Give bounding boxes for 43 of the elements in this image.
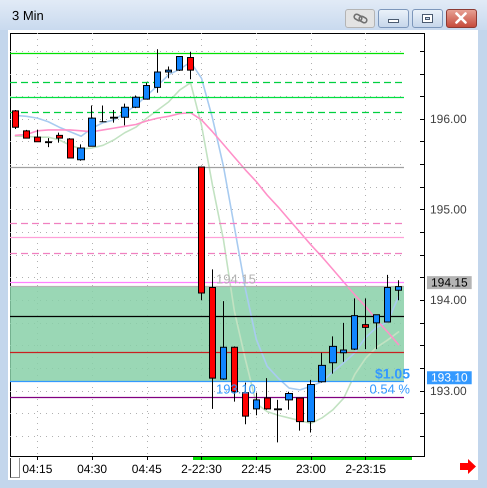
candlestick — [88, 104, 96, 147]
x-tick-label: 04:45 — [132, 462, 162, 476]
candlestick — [264, 378, 271, 410]
candlestick — [340, 322, 347, 362]
candlestick — [121, 103, 129, 126]
candlestick — [154, 48, 161, 94]
candlestick — [198, 166, 205, 301]
x-tick-label: 22:45 — [241, 462, 272, 476]
candlestick — [176, 56, 183, 72]
y-tick-label: 193.00 — [430, 384, 468, 398]
x-tick-label: 04:30 — [77, 462, 108, 476]
y-tick-label: 194.00 — [430, 293, 468, 308]
annotation: 0.54 % — [370, 382, 410, 397]
candlestick — [143, 82, 150, 100]
y-tick-label: 195.00 — [430, 202, 468, 217]
candlestick — [285, 391, 293, 410]
ref-line-label: 193.10 — [431, 370, 468, 385]
y-tick-label: 196.00 — [430, 112, 468, 126]
ref-line-label: 194.15 — [431, 276, 468, 290]
candlestick — [253, 392, 260, 416]
candlestick — [77, 144, 85, 162]
candlestick — [318, 352, 326, 384]
line-series — [14, 112, 400, 346]
x-tick-label: 2-23:15 — [345, 462, 386, 476]
candlestick — [274, 399, 282, 443]
candlestick — [67, 138, 74, 158]
candlestick — [110, 109, 118, 124]
candlestick — [395, 280, 402, 301]
candlestick — [45, 138, 52, 148]
candlestick — [99, 104, 107, 122]
candlestick — [307, 379, 315, 433]
candlestick — [329, 336, 337, 374]
chart-title: 3 Min — [12, 8, 44, 24]
candlestick — [34, 129, 41, 142]
candlestick — [132, 95, 140, 109]
candlestick — [56, 132, 63, 144]
candlestick — [296, 398, 304, 432]
candlestick — [187, 52, 194, 80]
x-tick-label: 23:00 — [296, 462, 326, 476]
candlestick — [23, 129, 30, 139]
candlestick — [165, 66, 172, 79]
x-tick-label: 04:15 — [22, 462, 53, 476]
x-tick-label: 2-22:30 — [181, 462, 222, 476]
